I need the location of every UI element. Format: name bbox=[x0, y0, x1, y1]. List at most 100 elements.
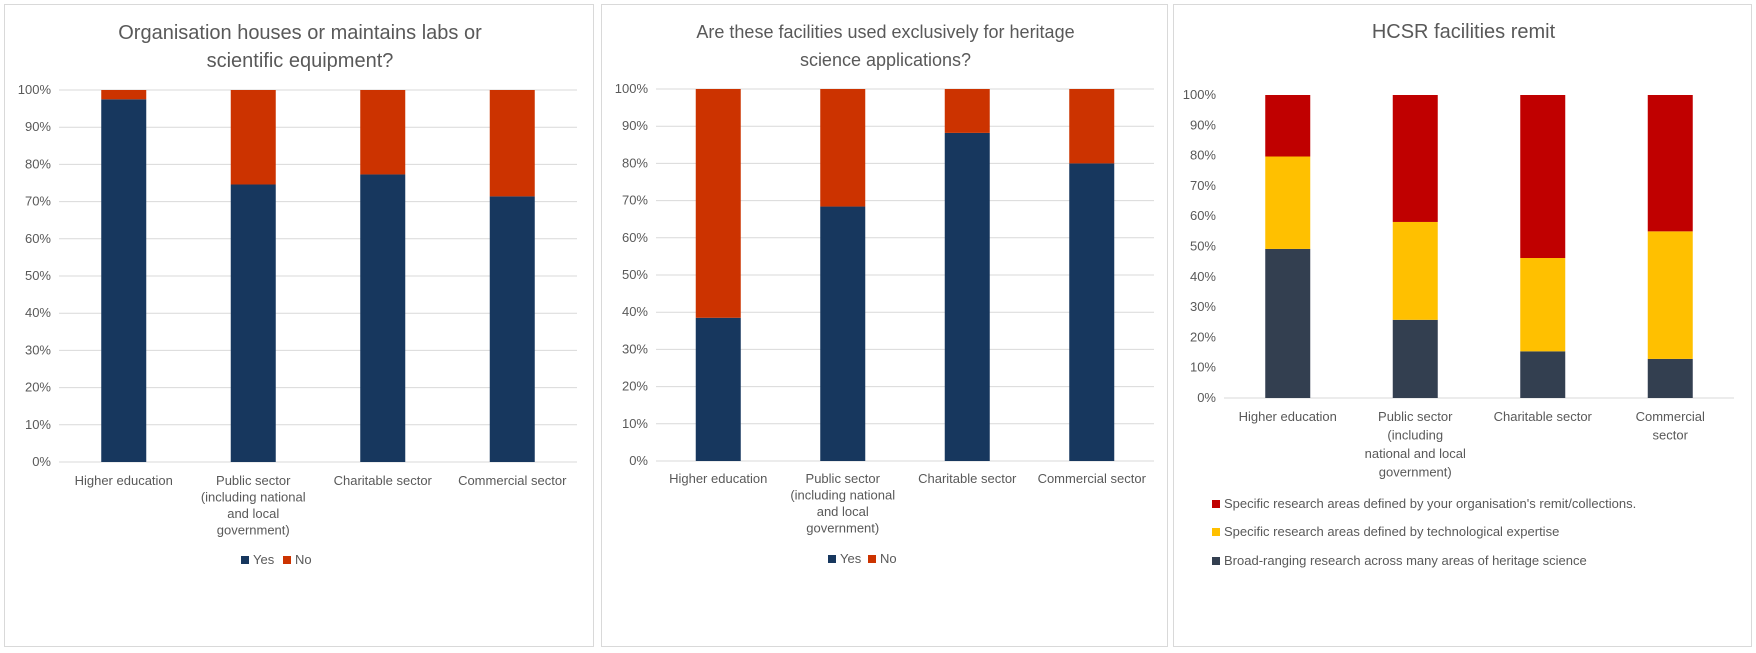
chart-labs-equipment: Organisation houses or maintains labs or… bbox=[18, 22, 577, 567]
chart-title-line: scientific equipment? bbox=[207, 50, 394, 72]
chart-panel-labs: Organisation houses or maintains labs or… bbox=[4, 4, 594, 647]
y-tick-label: 90% bbox=[1190, 117, 1216, 132]
y-tick-label: 30% bbox=[25, 342, 51, 357]
bar-segment-broad-ranging-research-across- bbox=[1265, 248, 1311, 398]
x-category-label: Charitable sector bbox=[1494, 409, 1593, 424]
x-category-label: Charitable sector bbox=[334, 473, 433, 488]
x-category-label: government) bbox=[217, 523, 290, 538]
y-tick-label: 20% bbox=[25, 380, 51, 395]
bar-segment-broad-ranging-research-across- bbox=[1520, 351, 1566, 398]
bar-segment-yes bbox=[230, 184, 276, 462]
y-tick-label: 40% bbox=[25, 305, 51, 320]
bar-segment-specific-research-areas-define bbox=[1647, 231, 1693, 359]
y-tick-label: 10% bbox=[25, 417, 51, 432]
bar-segment-no bbox=[101, 90, 147, 100]
chart-title-line: HCSR facilities remit bbox=[1372, 21, 1556, 43]
bar-segment-specific-research-areas-define bbox=[1265, 156, 1311, 249]
bar-segment-no bbox=[489, 90, 535, 197]
bar-segment-yes bbox=[944, 132, 990, 461]
legend-swatch bbox=[1212, 528, 1220, 536]
x-category-label: sector bbox=[1653, 428, 1689, 443]
y-tick-label: 60% bbox=[622, 230, 648, 245]
y-tick-label: 60% bbox=[25, 231, 51, 246]
bar-segment-yes bbox=[820, 206, 866, 461]
chart-title-line: science applications? bbox=[800, 50, 971, 70]
y-tick-label: 0% bbox=[1197, 390, 1216, 405]
x-category-label: Public sector bbox=[1378, 409, 1453, 424]
x-category-label: and local bbox=[227, 506, 279, 521]
y-tick-label: 80% bbox=[622, 155, 648, 170]
bar-segment-specific-research-areas-define bbox=[1392, 221, 1438, 320]
x-category-label: (including national bbox=[201, 490, 306, 505]
bar-segment-no bbox=[820, 89, 866, 207]
chart-title-line: Organisation houses or maintains labs or bbox=[118, 22, 482, 44]
y-tick-label: 70% bbox=[1190, 178, 1216, 193]
x-category-label: (including bbox=[1387, 428, 1443, 443]
legend-label: Specific research areas defined by your … bbox=[1224, 496, 1636, 511]
legend-swatch bbox=[283, 556, 291, 564]
y-tick-label: 0% bbox=[32, 454, 51, 469]
y-tick-label: 20% bbox=[1190, 329, 1216, 344]
legend-label: No bbox=[880, 551, 897, 566]
legend-swatch bbox=[1212, 557, 1220, 565]
chart-hcsr-remit: HCSR facilities remit 0% 10% 20% 30% 40% 50% 60… bbox=[1183, 21, 1734, 568]
y-tick-label: 100% bbox=[615, 81, 649, 96]
x-category-label: Commercial bbox=[1636, 409, 1705, 424]
chart-panel-remit: HCSR facilities remit 0% 10% 20% 30% 40% 50% 60… bbox=[1173, 4, 1752, 647]
y-tick-label: 30% bbox=[1190, 299, 1216, 314]
bar-segment-no bbox=[360, 90, 406, 175]
y-tick-label: 50% bbox=[1190, 239, 1216, 254]
legend-label: Yes bbox=[253, 552, 275, 567]
bar-segment-yes bbox=[1069, 163, 1115, 461]
x-category-label: national and local bbox=[1365, 446, 1466, 461]
bar-segment-specific-research-areas-define bbox=[1265, 95, 1311, 157]
y-tick-label: 0% bbox=[629, 453, 648, 468]
legend-label: Specific research areas defined by techn… bbox=[1224, 524, 1559, 539]
x-category-label: Higher education bbox=[1239, 409, 1337, 424]
y-tick-label: 50% bbox=[622, 267, 648, 282]
chart-exclusive-heritage-use: Are these facilities used exclusively fo… bbox=[615, 22, 1154, 566]
y-tick-label: 90% bbox=[25, 119, 51, 134]
bar-segment-yes bbox=[101, 99, 147, 463]
bar-segment-yes bbox=[360, 174, 406, 462]
y-tick-label: 90% bbox=[622, 118, 648, 133]
bar-segment-no bbox=[1069, 89, 1115, 164]
legend-swatch bbox=[828, 555, 836, 563]
legend-label: No bbox=[295, 552, 312, 567]
x-category-label: Public sector bbox=[216, 473, 291, 488]
x-category-label: government) bbox=[1379, 465, 1452, 480]
bar-segment-broad-ranging-research-across- bbox=[1647, 358, 1693, 398]
x-category-label: Commercial sector bbox=[1038, 471, 1147, 486]
y-tick-label: 80% bbox=[25, 156, 51, 171]
legend-label: Broad-ranging research across many areas… bbox=[1224, 553, 1587, 568]
y-tick-label: 10% bbox=[1190, 360, 1216, 375]
x-category-label: Commercial sector bbox=[458, 473, 567, 488]
y-tick-label: 100% bbox=[18, 82, 52, 97]
x-category-label: Higher education bbox=[75, 473, 173, 488]
bar-segment-specific-research-areas-define bbox=[1392, 95, 1438, 222]
bar-segment-no bbox=[695, 89, 741, 318]
y-tick-label: 50% bbox=[25, 268, 51, 283]
y-tick-label: 100% bbox=[1183, 87, 1217, 102]
x-category-label: government) bbox=[806, 521, 879, 536]
y-tick-label: 80% bbox=[1190, 148, 1216, 163]
y-tick-label: 40% bbox=[622, 304, 648, 319]
bar-segment-no bbox=[944, 89, 990, 133]
bar-segment-broad-ranging-research-across- bbox=[1392, 319, 1438, 398]
y-tick-label: 70% bbox=[25, 194, 51, 209]
y-tick-label: 70% bbox=[622, 193, 648, 208]
x-category-label: Charitable sector bbox=[918, 471, 1017, 486]
legend-swatch bbox=[1212, 500, 1220, 508]
y-tick-label: 20% bbox=[622, 379, 648, 394]
legend-swatch bbox=[241, 556, 249, 564]
x-category-label: and local bbox=[817, 504, 869, 519]
bar-segment-no bbox=[230, 90, 276, 185]
x-category-label: (including national bbox=[790, 488, 895, 503]
chart-panel-exclusive-use: Are these facilities used exclusively fo… bbox=[601, 4, 1168, 647]
legend-label: Yes bbox=[840, 551, 862, 566]
chart-title-line: Are these facilities used exclusively fo… bbox=[696, 22, 1074, 42]
bar-segment-specific-research-areas-define bbox=[1647, 95, 1693, 232]
x-category-label: Higher education bbox=[669, 471, 767, 486]
y-tick-label: 60% bbox=[1190, 208, 1216, 223]
bar-segment-yes bbox=[695, 317, 741, 461]
